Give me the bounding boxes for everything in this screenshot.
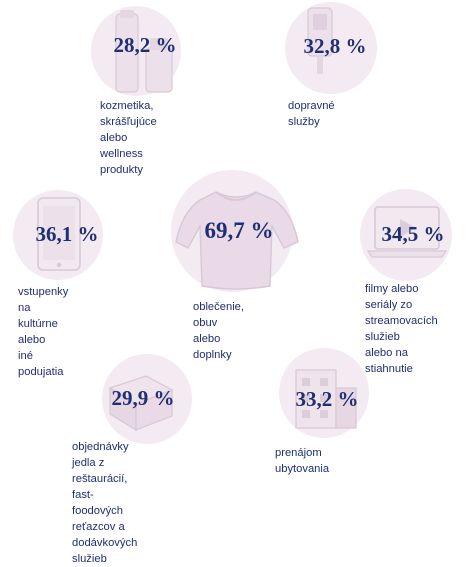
ticket-validator-icon [305, 6, 335, 76]
value-transport: 32,8 % [303, 34, 367, 58]
value-tickets: 36,1 % [35, 222, 99, 246]
label-clothing: oblečenie, obuv alebo doplnky [193, 301, 245, 361]
label-cosmetics: kozmetika, skrášľujúce alebo wellness pr… [100, 100, 157, 176]
value-streaming: 34,5 % [381, 222, 445, 246]
value-clothing: 69,7 % [204, 218, 274, 243]
value-food: 29,9 % [111, 386, 175, 410]
sweater-icon [172, 186, 304, 292]
value-accommodation: 33,2 % [295, 387, 359, 411]
label-streaming: filmy alebo seriály zo streamovacích slu… [365, 283, 438, 375]
laptop-play-icon [366, 205, 448, 259]
label-accommodation: prenájom ubytovania [275, 447, 330, 475]
value-cosmetics: 28,2 % [113, 33, 177, 57]
label-food: objednávky jedla z reštaurácií, fast-foo… [72, 441, 138, 565]
smartphone-icon [36, 196, 82, 272]
building-icon [290, 358, 362, 430]
cosmetics-bottles-icon [108, 8, 178, 96]
label-transport: dopravné služby [288, 100, 335, 128]
food-box-icon [106, 366, 176, 432]
label-tickets: vstupenky na kultúrne alebo iné podujati… [18, 286, 69, 378]
